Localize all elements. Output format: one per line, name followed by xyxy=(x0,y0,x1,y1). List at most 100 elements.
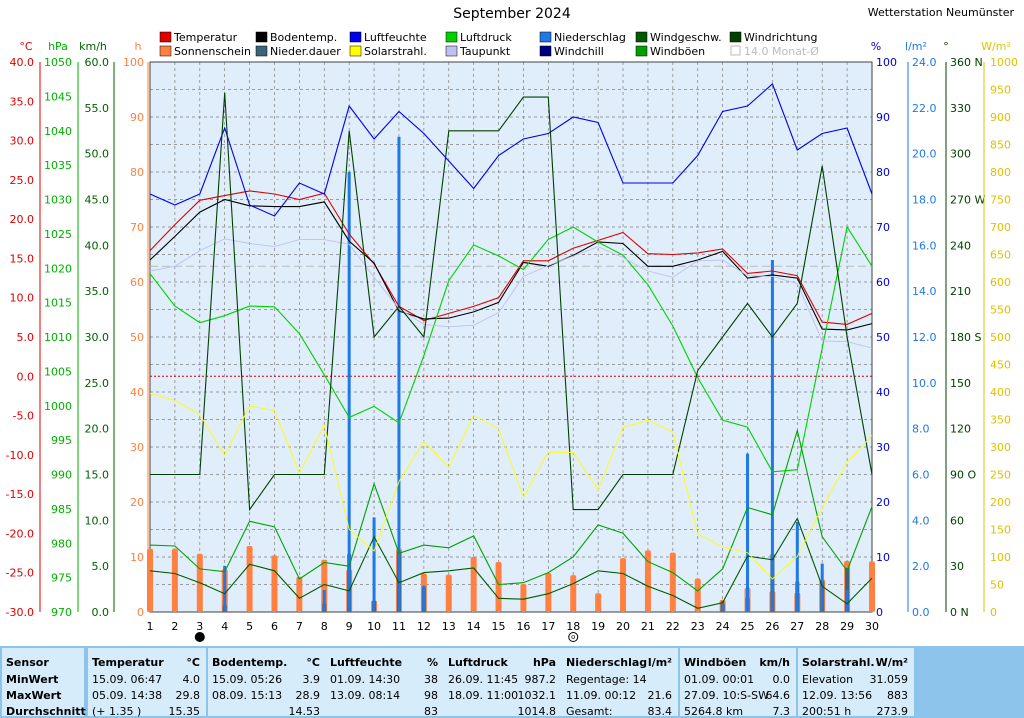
grid xyxy=(149,61,873,613)
stats-cell-date: 05.09. 14:38 xyxy=(92,689,163,702)
legend-label: Windgeschw. xyxy=(650,31,722,44)
x-tick-label: 21 xyxy=(641,620,655,633)
x-tick-label: 4 xyxy=(221,620,228,633)
sunshine-bar xyxy=(495,561,502,612)
axis-tick-label: 250 xyxy=(990,469,1011,482)
axis-tick-label: 750 xyxy=(990,194,1011,207)
stats-panel: Sensor MinWert MaxWert Durchschnitt Temperat… xyxy=(0,646,1024,718)
legend-swatch xyxy=(729,31,742,43)
axis-tick-label: 100 xyxy=(876,56,897,69)
axis-tick-label: 650 xyxy=(990,249,1011,262)
axis-tick-label: -5.0 xyxy=(13,410,34,423)
x-tick-label: 15 xyxy=(492,620,506,633)
precip-unit-label: l/m² xyxy=(905,40,927,53)
x-tick-label: 11 xyxy=(392,620,406,633)
sunshine-bar xyxy=(644,550,651,612)
sunshine-bar xyxy=(570,575,577,612)
axis-tick-label: 500 xyxy=(990,331,1011,344)
stats-header: Temperatur xyxy=(92,656,164,669)
axis-tick-label: 30 xyxy=(950,560,964,573)
sunshine-bar xyxy=(545,572,552,612)
legend-label: 14.0 Monat-Ø xyxy=(744,45,819,58)
axis-tick-label: 40 xyxy=(130,386,144,399)
stats-unit: km/h xyxy=(759,656,790,669)
line-series xyxy=(149,83,873,609)
series-line xyxy=(149,393,873,580)
axis-tick-label: 1025 xyxy=(44,228,72,241)
axis-tick-label: 210 xyxy=(950,285,971,298)
legend-swatch xyxy=(255,31,268,43)
stats-cell-value: 98 xyxy=(424,689,438,702)
axis-tick-label: 975 xyxy=(51,572,72,585)
stats-cell-value: 38 xyxy=(424,673,438,686)
precipitation-bar xyxy=(223,565,227,612)
axis-tick-label: 700 xyxy=(990,221,1011,234)
series-line xyxy=(149,238,873,349)
axis-tick-label: 1000 xyxy=(44,400,72,413)
axis-tick-label: 45.0 xyxy=(85,194,110,207)
axis-tick-label: 24.0 xyxy=(912,56,937,69)
sunshine-bar xyxy=(694,578,701,612)
stats-cell-value: 3.9 xyxy=(302,673,321,686)
stats-cell-value: 64.6 xyxy=(765,689,791,702)
weather-chart: 40.035.030.025.020.015.010.05.00.0-5.0-1… xyxy=(6,31,1018,642)
stats-header: Luftfeuchte xyxy=(330,656,403,669)
stats-header: Sensor xyxy=(6,656,49,669)
precipitation-bar xyxy=(372,517,376,612)
axis-ticks: 40.035.030.025.020.015.010.05.00.0-5.0-1… xyxy=(6,56,1018,633)
sunshine-bar xyxy=(445,574,452,612)
axis-tick-label: 120 xyxy=(950,423,971,436)
stats-cell-value: 273.9 xyxy=(876,705,909,718)
legend-swatch xyxy=(159,45,172,57)
axis-tick-label: 90 O xyxy=(950,469,976,482)
axis-tick-label: 0.0 xyxy=(17,370,35,383)
stats-unit: % xyxy=(426,656,438,669)
axis-tick-label: 990 xyxy=(51,469,72,482)
stats-cell-date: 13.09. 08:14 xyxy=(330,689,401,702)
stats-column: Luftfeuchte% 01.09. 14:30 38 13.09. 08:14 98… xyxy=(326,648,444,718)
stats-cell-value: 31.059 xyxy=(869,673,909,686)
stats-unit: hPa xyxy=(532,656,556,669)
x-tick-label: 9 xyxy=(346,620,353,633)
axis-tick-label: 850 xyxy=(990,139,1011,152)
axis-tick-label: 360 N xyxy=(950,56,983,69)
axis-tick-label: 60 xyxy=(876,276,890,289)
axis-tick-label: 15.0 xyxy=(10,252,35,265)
axis-tick-label: 60 xyxy=(950,514,964,527)
series-line xyxy=(149,83,873,217)
series-line xyxy=(149,225,873,473)
stats-cell-date: 01.09. 14:30 xyxy=(330,673,401,686)
axis-tick-label: 600 xyxy=(990,276,1011,289)
x-tick-label: 5 xyxy=(246,620,253,633)
humidity-unit-label: % xyxy=(871,40,881,53)
x-tick-label: 8 xyxy=(321,620,328,633)
x-tick-label: 26 xyxy=(765,620,779,633)
axis-tick-label: -25.0 xyxy=(6,567,34,580)
sunshine-bar xyxy=(520,583,527,612)
axis-tick-label: 970 xyxy=(51,606,72,619)
axis-tick-label: 30 xyxy=(130,441,144,454)
sunshine-bar xyxy=(171,548,178,612)
axis-tick-label: 1005 xyxy=(44,365,72,378)
axis-tick-label: 10 xyxy=(876,551,890,564)
legend-label: Windböen xyxy=(650,45,705,58)
axis-tick-label: 950 xyxy=(990,84,1011,97)
axis-tick-label: 35.0 xyxy=(10,95,35,108)
axis-tick-label: 4.0 xyxy=(912,514,930,527)
axis-tick-label: 5.0 xyxy=(17,331,35,344)
stats-column: Solarstrahl. W/m² Elevation 31.059 12.09. 13… xyxy=(798,648,914,718)
precipitation-bar xyxy=(397,136,401,613)
stats-cell-value: 83 xyxy=(424,705,438,718)
legend-label: Sonnenschein xyxy=(174,45,251,58)
stats-column: Niederschlag l/m² Regentage: 14 11.09. 00:1… xyxy=(562,648,678,718)
axis-tick-label: 450 xyxy=(990,359,1011,372)
x-tick-label: 29 xyxy=(840,620,854,633)
stats-column: Windböen km/h 01.09. 00:01 0.0 27.09. 10:S-S… xyxy=(680,648,796,718)
axis-tick-label: 18.0 xyxy=(912,194,937,207)
axis-tick-label: 80 xyxy=(130,166,144,179)
precipitation-bar xyxy=(422,585,426,612)
axis-tick-label: 150 xyxy=(950,377,971,390)
legend-label: Niederschlag xyxy=(554,31,626,44)
sunshine-bar xyxy=(869,561,875,612)
axis-tick-label: 20 xyxy=(130,496,144,509)
